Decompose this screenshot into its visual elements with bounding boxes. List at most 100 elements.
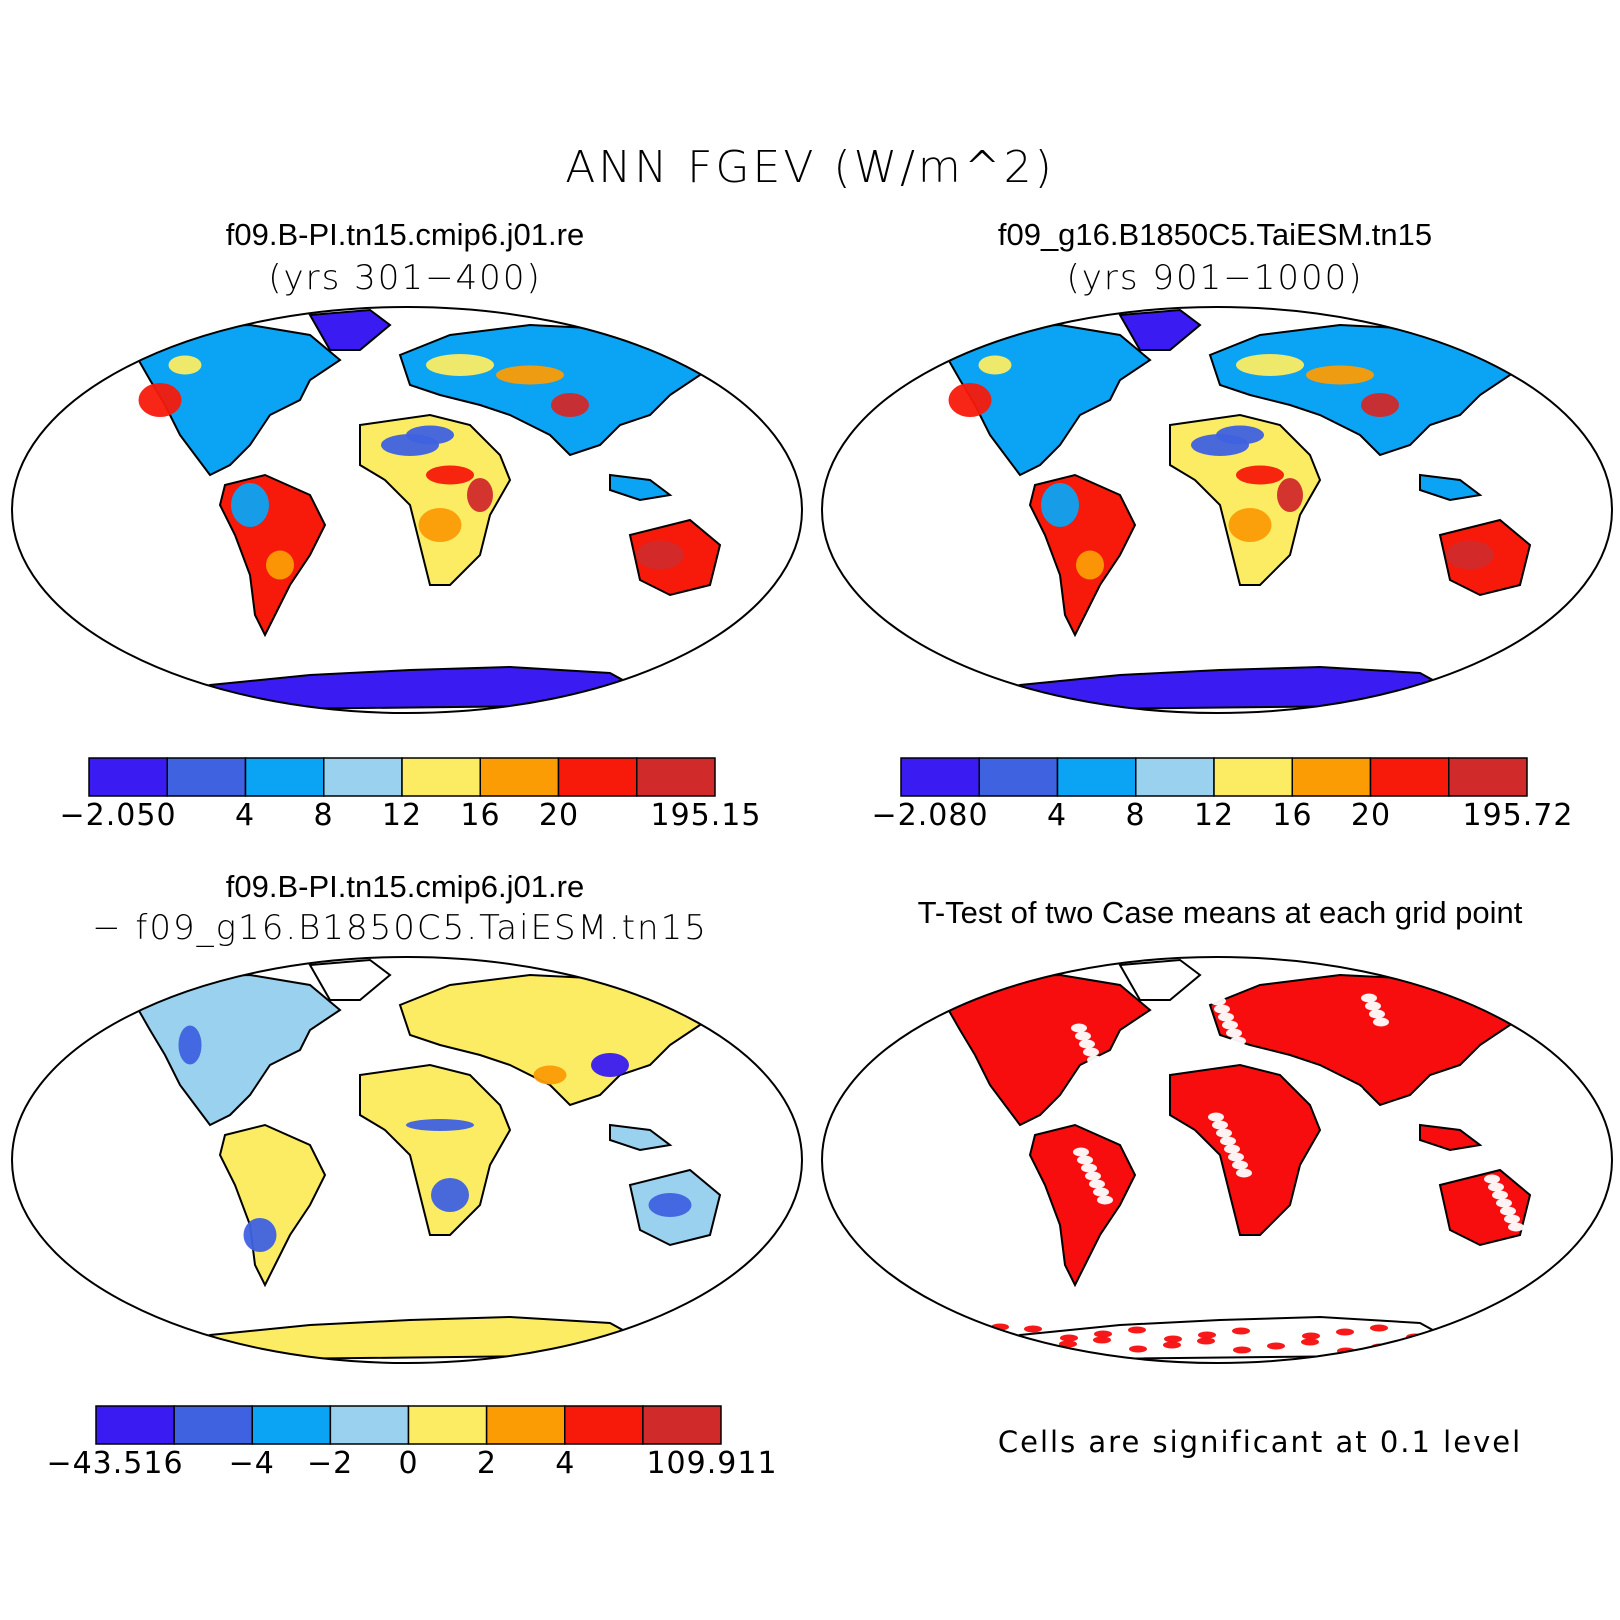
continent-greenland xyxy=(308,308,392,351)
colorbar-swatch xyxy=(407,1405,488,1445)
colorbar-swatch xyxy=(244,757,325,797)
field-patch xyxy=(431,1178,469,1212)
field-patch xyxy=(406,1119,474,1131)
field-patch xyxy=(1508,1222,1524,1232)
field-patch xyxy=(1363,1117,1379,1127)
colorbar-swatch xyxy=(329,1405,410,1445)
continent-indonesia xyxy=(609,1123,673,1152)
map-bottom-right xyxy=(821,956,1613,1364)
field-patch xyxy=(1486,1058,1502,1068)
field-patch xyxy=(418,508,462,542)
field-patch xyxy=(1302,1332,1320,1340)
field-patch xyxy=(1500,1206,1516,1216)
colorbar-labels-bottom-left: −43.516 −4 −2 0 2 4 109.911 xyxy=(46,1446,776,1486)
map-border xyxy=(821,956,1613,1364)
colorbar-tick-label: 4 xyxy=(234,798,256,833)
map-border xyxy=(11,306,803,714)
colorbar-bottom-left xyxy=(95,1405,722,1445)
colorbar-swatch xyxy=(1213,757,1293,797)
field-patch xyxy=(266,550,294,580)
colorbar-tick-label: 2 xyxy=(476,1446,497,1481)
colorbar-swatch xyxy=(1135,757,1215,797)
field-patch xyxy=(591,1053,629,1077)
field-patch xyxy=(1075,1031,1091,1041)
colorbar-tick-label: 195.72 xyxy=(1462,798,1574,833)
field-patch xyxy=(1197,1337,1215,1345)
field-patch xyxy=(1510,1106,1526,1116)
continent-indonesia xyxy=(609,473,673,502)
field-patch xyxy=(1216,1128,1232,1138)
field-patch xyxy=(1498,1082,1514,1092)
continent-northAmerica xyxy=(938,973,1152,1127)
field-patch xyxy=(1506,1098,1522,1108)
field-patch xyxy=(1077,1155,1093,1165)
colorbar-tick-label: 16 xyxy=(1272,798,1313,833)
field-patch xyxy=(1085,1171,1101,1181)
field-patch xyxy=(1361,393,1399,417)
field-patch xyxy=(1226,1028,1242,1038)
colorbar-swatch xyxy=(1056,757,1137,797)
colorbar-swatch xyxy=(564,1405,644,1445)
field-patch xyxy=(1361,993,1377,1003)
field-patch xyxy=(1071,1023,1087,1033)
field-patch xyxy=(178,1025,202,1065)
field-patch xyxy=(1024,1325,1042,1333)
continent-greenland xyxy=(1118,958,1202,1001)
field-patch xyxy=(1277,478,1303,512)
colorbar-tick-label: 0 xyxy=(398,1446,419,1481)
field-patch xyxy=(1371,1133,1387,1143)
field-patch xyxy=(1336,1328,1354,1336)
colorbar-swatch xyxy=(95,1405,175,1445)
colorbar-tick-label: 8 xyxy=(1125,798,1146,833)
colorbar-swatch xyxy=(1291,757,1372,797)
field-patch xyxy=(1212,1120,1228,1130)
field-patch xyxy=(243,1218,277,1252)
field-patch xyxy=(406,425,454,445)
field-patch xyxy=(138,383,182,417)
field-patch xyxy=(1236,354,1304,376)
field-patch xyxy=(1351,1093,1367,1103)
colorbar-swatch xyxy=(900,757,980,797)
colorbar-swatch xyxy=(173,1405,253,1445)
field-patch xyxy=(1081,1163,1097,1173)
colorbar-tick-label: 16 xyxy=(460,798,501,833)
colorbar-swatch xyxy=(166,757,247,797)
continent-northAmerica xyxy=(128,973,342,1127)
field-patch xyxy=(1345,1201,1361,1211)
field-patch xyxy=(1234,1044,1250,1054)
continent-africa xyxy=(359,1063,512,1236)
colorbar-swatch xyxy=(978,757,1059,797)
colorbar-swatch xyxy=(479,757,560,797)
field-patch xyxy=(978,355,1012,375)
field-patch xyxy=(1494,1074,1510,1084)
field-patch xyxy=(1089,1179,1105,1189)
field-patch xyxy=(1087,1055,1103,1065)
continent-southAmerica xyxy=(1028,1123,1137,1288)
field-patch xyxy=(1095,1071,1111,1081)
field-patch xyxy=(426,465,474,485)
field-patch xyxy=(1490,1066,1506,1076)
map-border xyxy=(11,956,803,1364)
colorbar-tick-label: 0 xyxy=(968,798,989,833)
field-patch xyxy=(1359,1109,1375,1119)
colorbar-tick-label: 12 xyxy=(1193,798,1235,833)
field-patch xyxy=(1357,1225,1373,1235)
field-patch xyxy=(1094,1330,1112,1338)
field-patch xyxy=(1091,1063,1107,1073)
colorbar-tick-label: 4 xyxy=(1046,798,1068,833)
continent-antarctica xyxy=(168,665,652,712)
continent-indonesia xyxy=(1419,473,1483,502)
field-patch xyxy=(1097,1195,1113,1205)
significance-note: Cells are significant at 0.1 level xyxy=(997,1425,1523,1459)
colorbar-swatch xyxy=(557,757,638,797)
panel-bl-subtitle: − f09_g16.B1850C5.TaiESM.tn15 xyxy=(92,908,708,948)
colorbar-tick-label: 4 xyxy=(555,1446,576,1481)
field-patch xyxy=(1222,1020,1238,1030)
field-patch xyxy=(1073,1147,1089,1157)
colorbar-tick-label: 8 xyxy=(313,798,334,833)
continent-antarctica xyxy=(168,1315,652,1362)
field-patch xyxy=(1232,1327,1250,1335)
field-patch xyxy=(426,354,494,376)
colorbar-swatch xyxy=(485,1405,566,1445)
field-patch xyxy=(1198,1331,1216,1339)
